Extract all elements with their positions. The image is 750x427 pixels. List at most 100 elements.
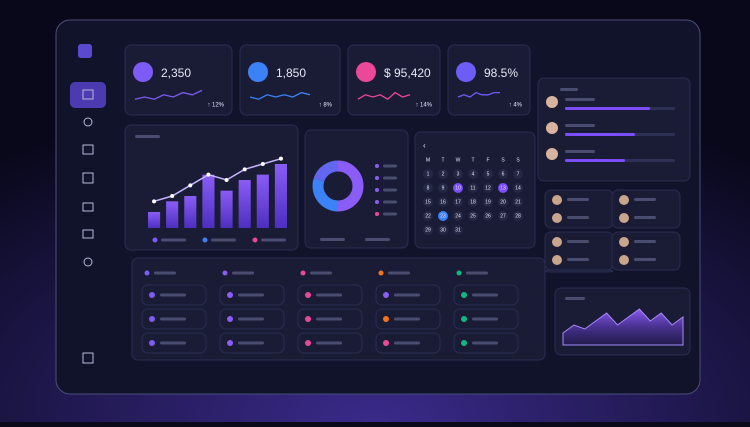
placeholder (238, 341, 264, 345)
weekday: W (456, 157, 461, 163)
bar (256, 174, 269, 228)
card (537, 77, 691, 182)
placeholder (634, 216, 656, 219)
nav-logout[interactable] (82, 352, 94, 364)
day: 26 (485, 213, 491, 219)
legend-dot (375, 164, 379, 168)
legend-dot (375, 176, 379, 180)
avatar (552, 255, 562, 265)
placeholder (565, 124, 595, 127)
card (611, 231, 681, 271)
weekday: T (441, 157, 444, 163)
line-point (260, 162, 265, 166)
day: 5 (487, 171, 490, 177)
progress-fill (565, 159, 625, 162)
placeholder (316, 317, 342, 321)
bar (274, 164, 287, 228)
nav-stats[interactable] (82, 202, 94, 212)
day-bg (483, 183, 493, 193)
card (124, 44, 233, 116)
sidebar (70, 44, 106, 364)
placeholder (383, 188, 397, 192)
bar (202, 174, 215, 228)
day: 23 (440, 213, 446, 219)
task-dot (227, 340, 233, 346)
legend-dot (375, 212, 379, 216)
avatar (619, 213, 629, 223)
stat-value: 2,350 (161, 66, 191, 80)
day-bg (498, 169, 508, 179)
day-bg (513, 197, 523, 207)
placeholder (211, 238, 236, 242)
weekday: M (426, 157, 430, 163)
placeholder (466, 271, 488, 275)
task-dot (461, 292, 467, 298)
legend-dot (252, 237, 258, 243)
avatar (619, 255, 629, 265)
day: 20 (500, 199, 506, 205)
placeholder (310, 271, 332, 275)
day-bg (438, 197, 448, 207)
day: 27 (500, 213, 506, 219)
nav-calendar[interactable] (82, 172, 94, 184)
placeholder (567, 216, 589, 219)
day-bg (423, 197, 433, 207)
avatar (546, 122, 558, 134)
placeholder (316, 341, 342, 345)
day: 28 (515, 213, 521, 219)
day: 4 (472, 171, 475, 177)
donut-segment (313, 160, 339, 182)
avatar (552, 195, 562, 205)
day-highlight (438, 211, 448, 221)
placeholder (634, 198, 656, 201)
day-bg (438, 183, 448, 193)
weekday: S (501, 157, 505, 163)
nav-settings[interactable] (83, 257, 93, 267)
nav-users[interactable] (83, 117, 93, 127)
nav-active[interactable] (70, 82, 106, 108)
donut-segment (337, 160, 364, 212)
stat-icon (456, 62, 476, 82)
placeholder (567, 198, 589, 201)
day-highlight (453, 183, 463, 193)
donut-segment (312, 178, 339, 212)
task-dot (149, 292, 155, 298)
legend-dot (375, 200, 379, 204)
card (544, 269, 614, 273)
day-bg (453, 225, 463, 235)
column-dot (456, 270, 462, 276)
placeholder (238, 293, 264, 297)
day-bg (468, 211, 478, 221)
stat-value: 98.5% (484, 66, 518, 80)
nav-mail[interactable] (82, 229, 94, 239)
task-dot (305, 340, 311, 346)
card (611, 189, 681, 229)
nav-home[interactable] (82, 89, 94, 100)
day-bg (513, 183, 523, 193)
task-dot (149, 316, 155, 322)
nav-box[interactable] (82, 144, 94, 155)
card (239, 44, 341, 116)
placeholder (320, 238, 345, 241)
column-dot (222, 270, 228, 276)
day-bg (468, 169, 478, 179)
placeholder (472, 293, 498, 297)
stat-value: 1,850 (276, 66, 306, 80)
day-bg (453, 211, 463, 221)
task-dot (461, 340, 467, 346)
placeholder (394, 341, 420, 345)
line-point (278, 156, 283, 161)
sparkline (357, 91, 411, 101)
stat-icon (248, 62, 268, 82)
day-bg (513, 211, 523, 221)
day-bg (498, 211, 508, 221)
day: 12 (485, 185, 491, 191)
sparkline (134, 89, 203, 100)
weekday: F (486, 157, 489, 163)
day-bg (468, 197, 478, 207)
task-dot (383, 316, 389, 322)
bar (184, 196, 197, 228)
stat-change: ↑ 14% (415, 103, 432, 109)
placeholder (383, 164, 397, 168)
